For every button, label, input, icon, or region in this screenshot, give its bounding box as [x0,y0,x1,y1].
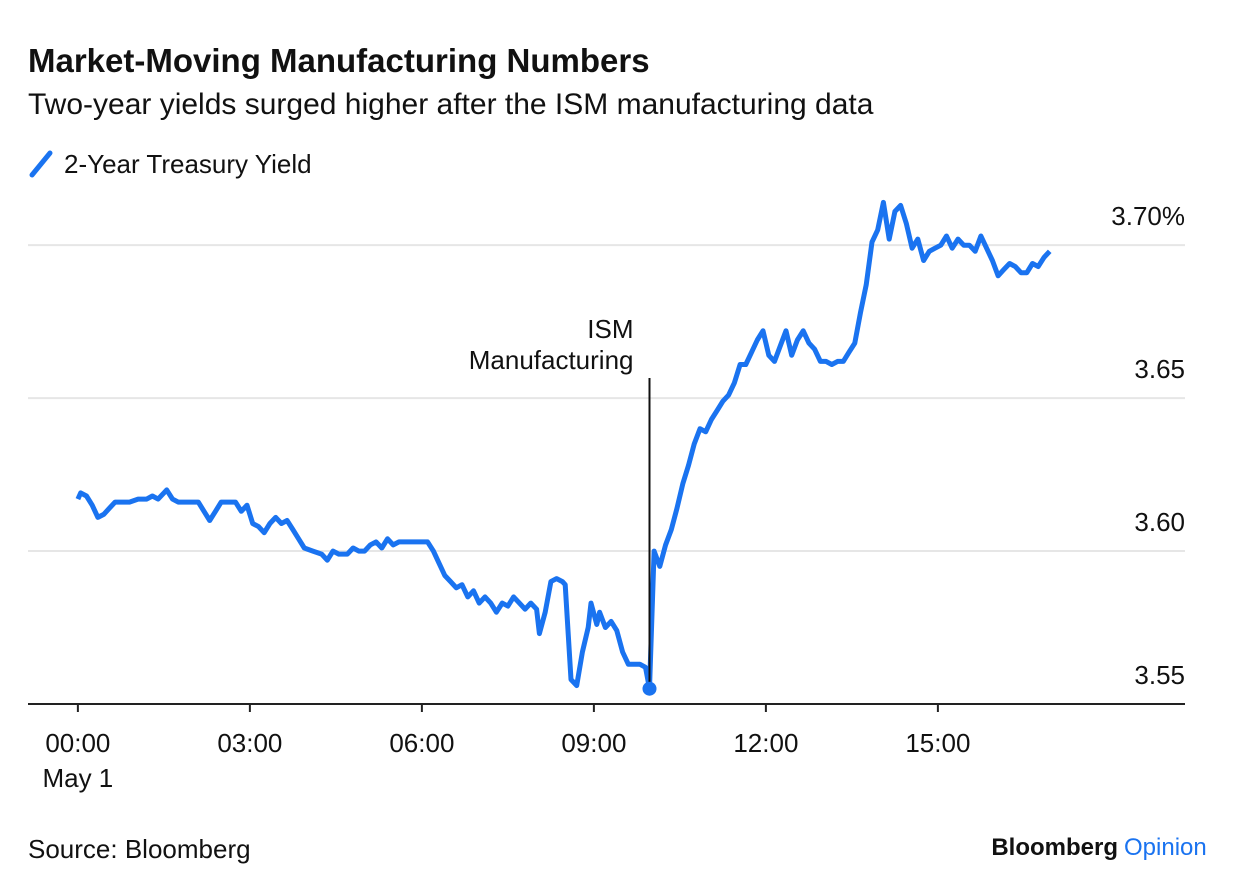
annotation-point [642,681,657,696]
brand: Bloomberg [991,834,1118,861]
x-tick-label: 00:00 [45,728,110,758]
legend-label: 2-Year Treasury Yield [64,149,312,179]
x-tick-label: 12:00 [733,728,798,758]
y-tick-label: 3.65 [1134,354,1185,384]
legend-icon [29,150,53,178]
y-tick-label: 3.55 [1134,660,1185,690]
x-date-label: May 1 [42,763,113,793]
y-tick-label: 3.60 [1134,507,1185,537]
chart-title: Market-Moving Manufacturing Numbers [28,42,650,79]
series-line [75,199,1052,692]
chart-subtitle: Two-year yields surged higher after the … [28,88,874,121]
y-tick-label: 3.70% [1111,201,1185,231]
annotation-text: ISM [587,314,633,344]
x-tick-label: 15:00 [905,728,970,758]
annotation-text: Manufacturing [469,345,634,375]
x-tick-label: 09:00 [561,728,626,758]
x-tick-label: 06:00 [389,728,454,758]
brand-opinion: Opinion [1124,834,1207,861]
x-tick-label: 03:00 [217,728,282,758]
source: Source: Bloomberg [28,834,251,864]
